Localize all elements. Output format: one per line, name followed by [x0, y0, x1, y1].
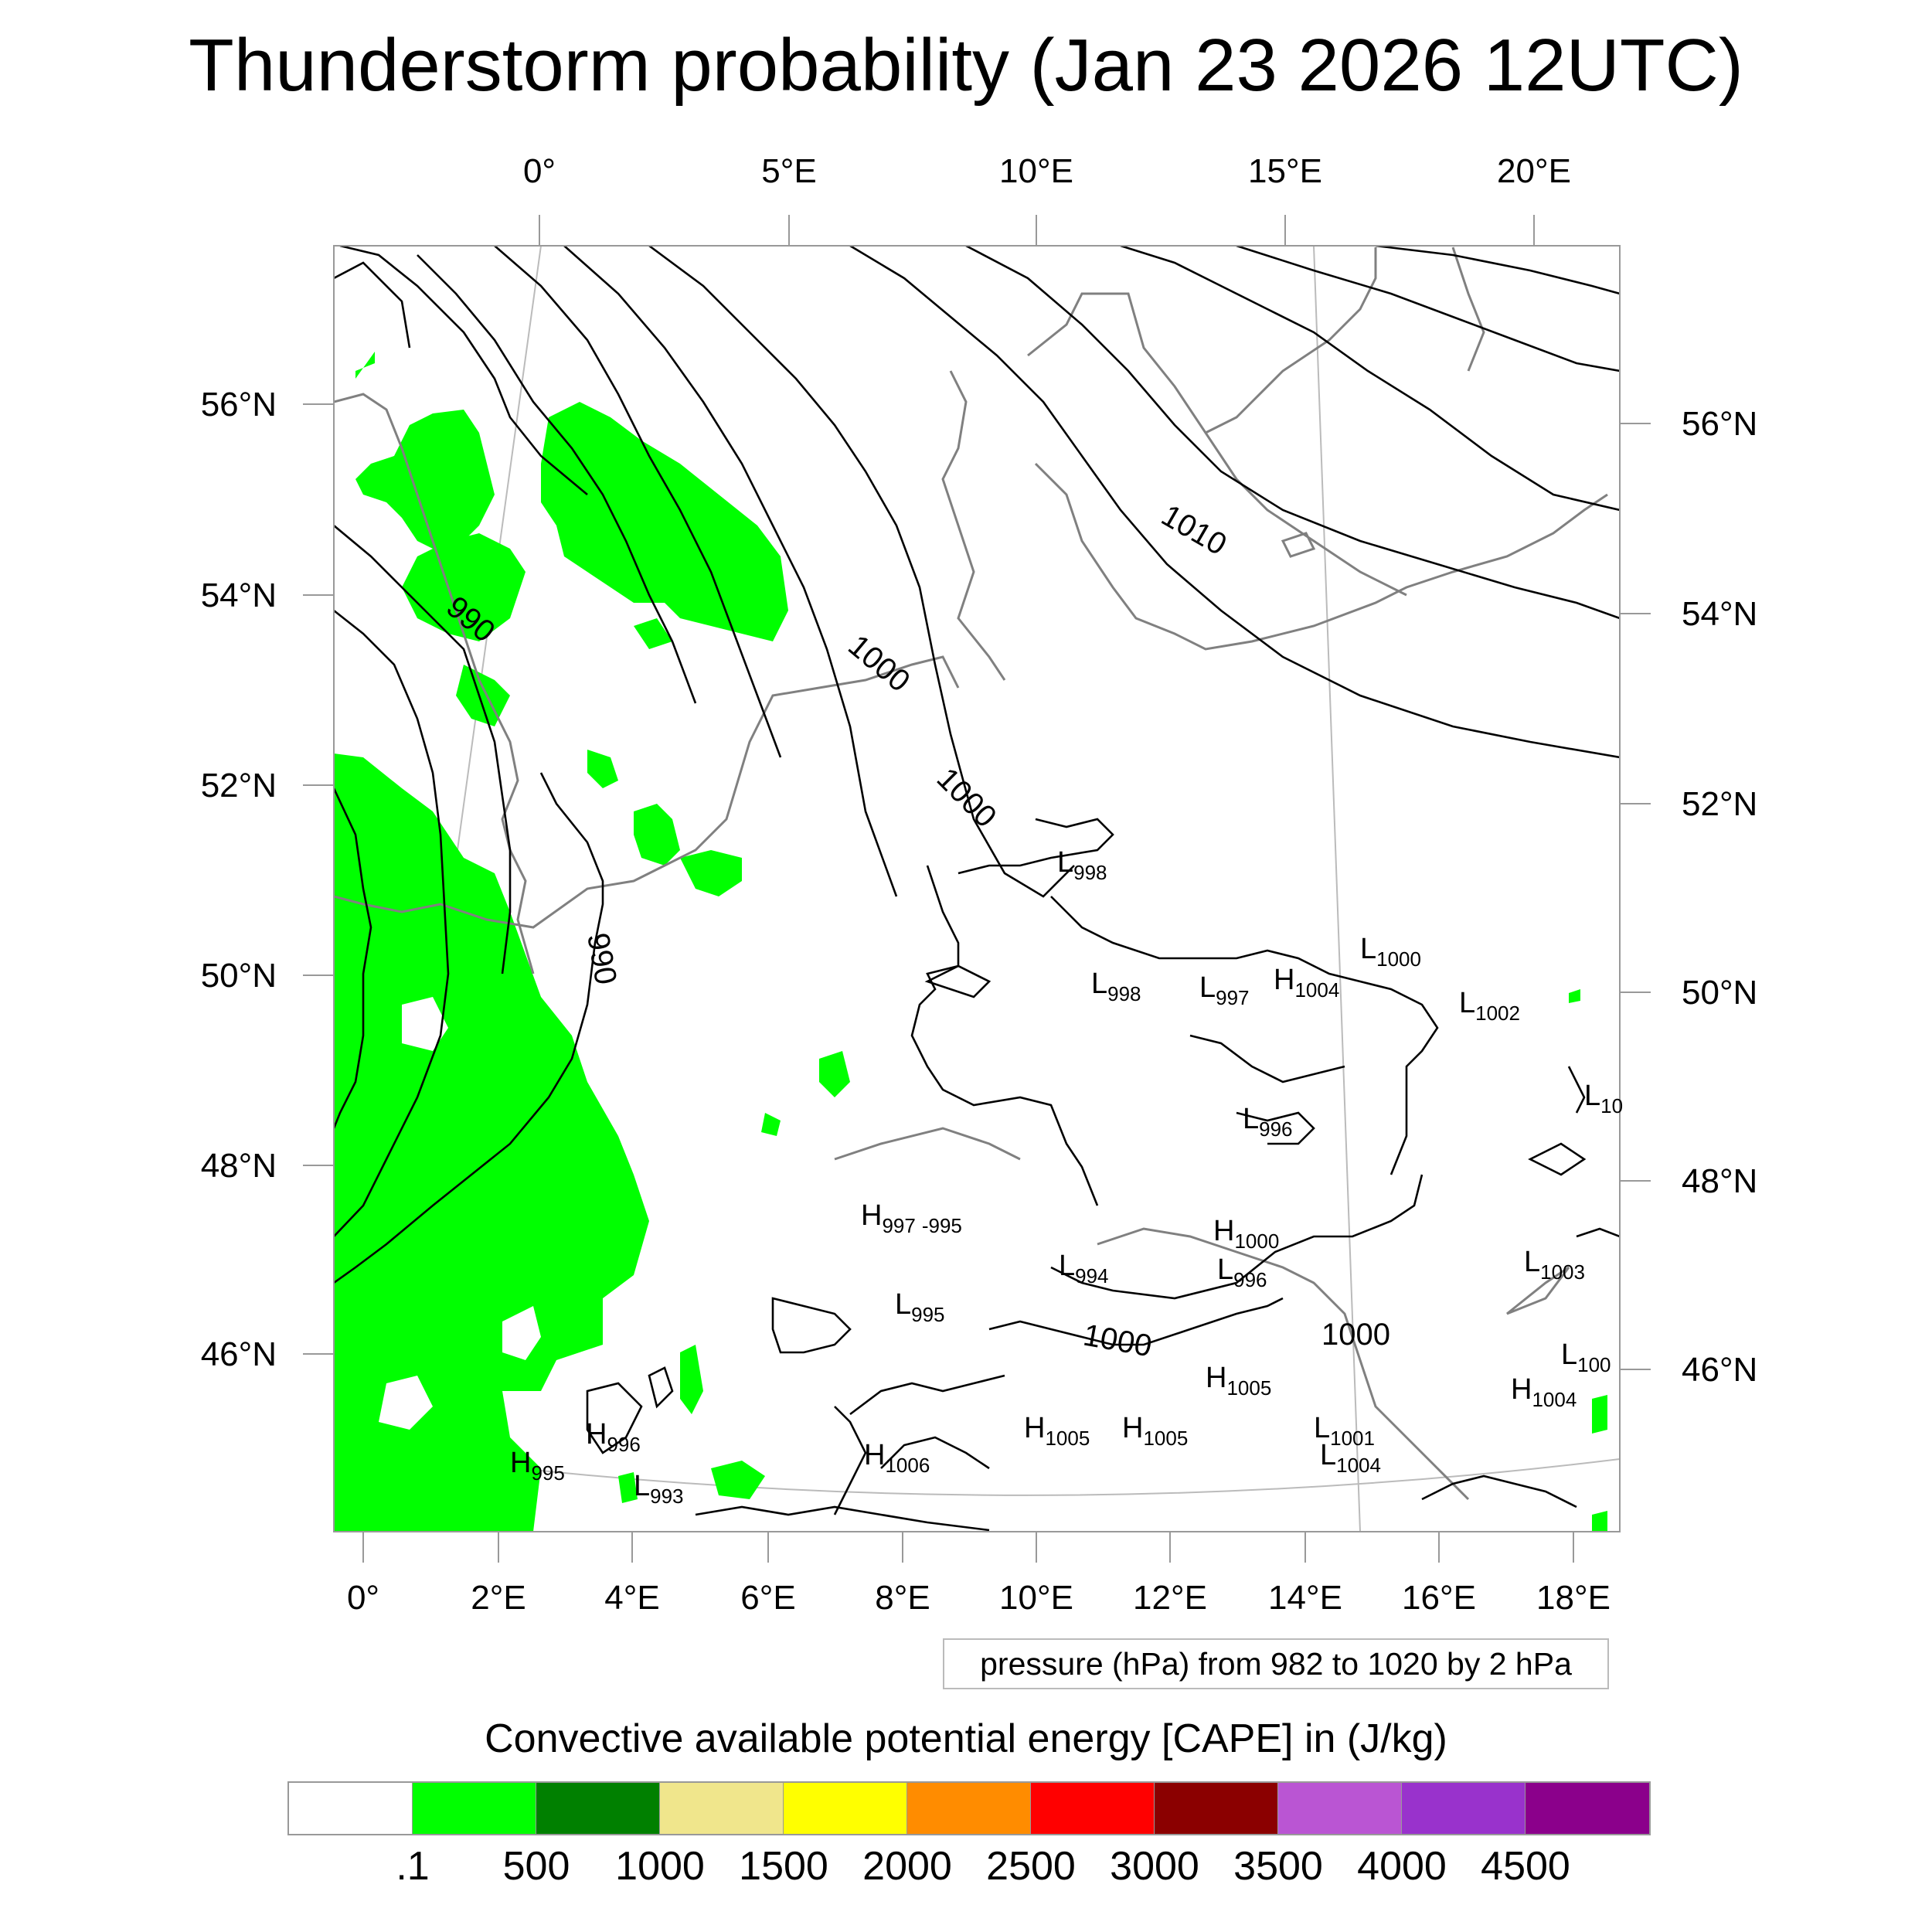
colorbar-swatch — [289, 1783, 413, 1834]
isobars — [334, 246, 1620, 1532]
bottom-lon-label: 0° — [347, 1579, 379, 1617]
bottom-lon-label: 12°E — [1133, 1579, 1207, 1617]
bottom-lon-label: 6°E — [740, 1579, 795, 1617]
bottom-lon-label: 2°E — [471, 1579, 526, 1617]
pressure-center: H1000 — [1213, 1215, 1279, 1253]
colorbar-swatch — [1278, 1783, 1402, 1834]
map-figure: 0° 5°E 10°E 15°E 20°E 0° 2°E 4°E 6°E 8°E… — [201, 152, 1758, 1617]
tick-marks — [303, 215, 1651, 1563]
pressure-center: L1003 — [1524, 1246, 1585, 1284]
top-lon-label: 15°E — [1248, 152, 1322, 190]
isobar-label: 990 — [580, 930, 623, 987]
isobar-label: 1000 — [930, 761, 1003, 834]
isobar-label: 1000 — [1321, 1318, 1390, 1352]
colorbar-swatch — [1155, 1783, 1278, 1834]
pressure-center: H997 -995 — [861, 1199, 962, 1237]
top-lon-label: 20°E — [1497, 152, 1571, 190]
pressure-center: H995 — [510, 1447, 565, 1485]
pressure-center: L1002 — [1459, 987, 1520, 1025]
pressure-note: pressure (hPa) from 982 to 1020 by 2 hPa — [943, 1638, 1609, 1689]
colorbar-swatch — [536, 1783, 660, 1834]
colorbar-label: .1 — [396, 1844, 430, 1889]
colorbar-label: 2500 — [986, 1844, 1076, 1889]
pressure-center: L995 — [895, 1288, 945, 1326]
pressure-center: L998 — [1091, 968, 1141, 1005]
colorbar-swatch — [413, 1783, 536, 1834]
colorbar-swatch — [1402, 1783, 1526, 1834]
colorbar-swatch — [784, 1783, 907, 1834]
top-lon-label: 10°E — [999, 152, 1073, 190]
right-lat-label: 48°N — [1682, 1162, 1757, 1200]
top-lon-label: 5°E — [761, 152, 816, 190]
left-lat-label: 46°N — [201, 1335, 277, 1373]
bottom-lon-labels: 0° 2°E 4°E 6°E 8°E 10°E 12°E 14°E 16°E 1… — [347, 1579, 1611, 1617]
pressure-center: L997 — [1199, 971, 1250, 1009]
left-lat-label: 54°N — [201, 577, 277, 614]
pressure-center: L1000 — [1360, 933, 1421, 971]
right-lat-labels: 56°N 54°N 52°N 50°N 48°N 46°N — [1682, 405, 1757, 1389]
left-lat-label: 52°N — [201, 767, 277, 804]
colorbar-label: 500 — [502, 1844, 570, 1889]
bottom-lon-label: 4°E — [604, 1579, 659, 1617]
pressure-center: H1004 — [1511, 1373, 1577, 1411]
pressure-center: H1005 — [1122, 1412, 1188, 1450]
pressure-center: L1004 — [1320, 1439, 1381, 1477]
pressure-center: H996 — [586, 1418, 641, 1456]
pressure-center: H1005 — [1206, 1362, 1271, 1400]
pressure-centers: L998 L998 L997 H1004 L1000 L1002 L996 L1… — [510, 846, 1623, 1508]
colorbar-label: 1000 — [615, 1844, 705, 1889]
isobar-label: 1000 — [842, 628, 916, 699]
coastlines — [334, 247, 1608, 1501]
pressure-center: L993 — [634, 1470, 684, 1508]
pressure-center: H1006 — [864, 1439, 930, 1477]
right-lat-label: 46°N — [1682, 1351, 1757, 1389]
pressure-center: L996 — [1243, 1103, 1293, 1141]
colorbar — [287, 1781, 1651, 1835]
pressure-center: L10 — [1584, 1080, 1623, 1117]
bottom-lon-label: 10°E — [999, 1579, 1073, 1617]
cape-holes — [379, 997, 541, 1430]
colorbar-label: 1500 — [739, 1844, 828, 1889]
pressure-center: L998 — [1057, 846, 1107, 884]
pressure-center: L994 — [1059, 1250, 1109, 1287]
colorbar-label: 3500 — [1233, 1844, 1323, 1889]
map-frame — [333, 245, 1621, 1532]
page-title: Thunderstorm probability (Jan 23 2026 12… — [189, 24, 1743, 107]
pressure-center: H1004 — [1274, 964, 1339, 1002]
left-lat-labels: 56°N 54°N 52°N 50°N 48°N 46°N — [201, 386, 277, 1373]
left-lat-label: 56°N — [201, 386, 277, 423]
cape-area-west — [334, 352, 1607, 1532]
colorbar-swatch — [660, 1783, 784, 1834]
bottom-lon-label: 14°E — [1268, 1579, 1342, 1617]
colorbar-label: 4500 — [1481, 1844, 1570, 1889]
top-lon-labels: 0° 5°E 10°E 15°E 20°E — [523, 152, 1571, 190]
pressure-center: L996 — [1217, 1253, 1267, 1291]
top-lon-label: 0° — [523, 152, 556, 190]
right-lat-label: 56°N — [1682, 405, 1757, 443]
isobar-label: 1010 — [1156, 498, 1233, 563]
right-lat-label: 52°N — [1682, 785, 1757, 823]
colorbar-swatch — [1526, 1783, 1649, 1834]
colorbar-swatch — [907, 1783, 1031, 1834]
pressure-center: L100 — [1561, 1338, 1611, 1376]
bottom-lon-label: 16°E — [1402, 1579, 1476, 1617]
bottom-lon-label: 8°E — [875, 1579, 930, 1617]
colorbar-label: 4000 — [1357, 1844, 1447, 1889]
bottom-lon-label: 18°E — [1536, 1579, 1611, 1617]
isobar-label: 1000 — [1080, 1318, 1154, 1364]
colorbar-title: Convective available potential energy [C… — [485, 1716, 1447, 1761]
right-lat-label: 54°N — [1682, 595, 1757, 633]
pressure-center: H1005 — [1024, 1412, 1090, 1450]
colorbar-label: 2000 — [862, 1844, 952, 1889]
left-lat-label: 48°N — [201, 1147, 277, 1185]
colorbar-swatch — [1031, 1783, 1155, 1834]
colorbar-label: 3000 — [1110, 1844, 1199, 1889]
left-lat-label: 50°N — [201, 957, 277, 995]
right-lat-label: 50°N — [1682, 974, 1757, 1012]
pressure-center: L1001 — [1314, 1412, 1375, 1450]
